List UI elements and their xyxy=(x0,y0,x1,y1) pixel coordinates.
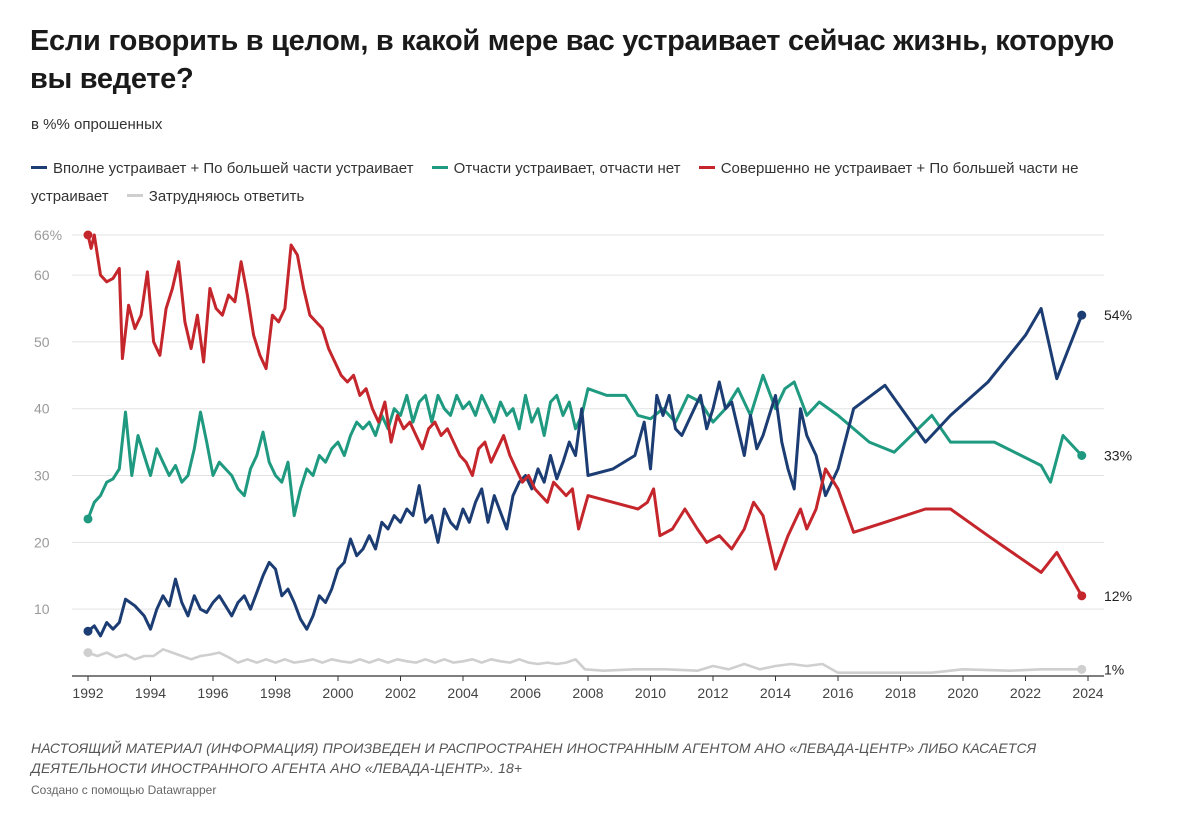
series-partly-start-point xyxy=(83,514,93,524)
chart-subtitle: в %% опрошенных xyxy=(31,116,163,133)
x-axis-ticks: 1992 1994 1996 1998 2000 2002 2004 2006 2008 2010… xyxy=(72,676,1104,701)
series-satisfied-start-point xyxy=(83,626,93,636)
x-tick-label: 2000 xyxy=(322,685,353,701)
series-satisfied-end-label: 54% xyxy=(1104,307,1132,323)
series-dontknow-line xyxy=(86,648,1083,674)
y-tick-label: 66% xyxy=(34,227,62,243)
legend-swatch-dissatisfied xyxy=(698,165,715,169)
x-tick-label: 1998 xyxy=(260,685,291,701)
y-tick-label: 50 xyxy=(34,334,50,350)
legend-swatch-satisfied xyxy=(31,165,47,169)
series-satisfied-end-point xyxy=(1077,310,1087,320)
series-dontknow-start-point xyxy=(83,648,93,658)
y-tick-label: 40 xyxy=(34,401,50,417)
legend-label-dontknow: Затрудняюсь ответить xyxy=(148,188,305,205)
series-dontknow-end-point xyxy=(1077,664,1087,674)
x-tick-label: 2012 xyxy=(697,685,728,701)
x-tick-label: 2002 xyxy=(385,685,416,701)
y-tick-label: 10 xyxy=(34,601,50,617)
legend-label-dissatisfied: Совершенно не устраивает + По большей ча… xyxy=(31,160,1079,205)
legend-label-satisfied: Вполне устраивает + По большей части уст… xyxy=(53,160,414,177)
x-tick-label: 2006 xyxy=(510,685,541,701)
series-partly-end-point xyxy=(1077,451,1087,460)
series-dissatisfied-end-label: 12% xyxy=(1104,588,1132,604)
series-dissatisfied-start-point xyxy=(83,230,93,240)
series-satisfied-line xyxy=(86,307,1084,638)
chart-title: Если говорить в целом, в какой мере вас … xyxy=(30,25,1115,95)
x-tick-label: 2024 xyxy=(1072,685,1103,701)
y-tick-label: 20 xyxy=(34,534,50,550)
x-tick-label: 2020 xyxy=(947,685,978,701)
legend-item-dissatisfied: Совершенно не устраивает + По большей ча… xyxy=(31,160,1078,205)
legend: Вполне устраивает + По большей части уст… xyxy=(31,155,1161,211)
x-tick-label: 2018 xyxy=(885,685,916,701)
y-tick-label: 30 xyxy=(34,468,50,484)
legend-swatch-dontknow xyxy=(126,193,143,197)
x-tick-label: 2010 xyxy=(635,685,666,701)
series-dissatisfied-end-point xyxy=(1077,591,1087,601)
legend-label-partly: Отчасти устраивает, отчасти нет xyxy=(453,160,681,177)
y-tick-label: 60 xyxy=(34,267,50,283)
x-tick-label: 2008 xyxy=(572,685,603,701)
x-tick-label: 1996 xyxy=(197,685,228,701)
series-lines xyxy=(83,230,1087,674)
end-labels: 1% 33% 54% 12% xyxy=(1104,307,1132,677)
y-axis-ticks: 66% 60 50 40 30 20 10 xyxy=(34,227,62,617)
legend-item-dontknow: Затрудняюсь ответить xyxy=(126,188,305,205)
x-tick-label: 2004 xyxy=(447,685,478,701)
legend-swatch-partly xyxy=(431,165,448,169)
legend-item-partly: Отчасти устраивает, отчасти нет xyxy=(431,160,681,177)
legend-item-satisfied: Вполне устраивает + По большей части уст… xyxy=(31,160,413,177)
datawrapper-credit: Создано с помощью Datawrapper xyxy=(31,783,217,797)
x-tick-label: 2022 xyxy=(1010,685,1041,701)
x-tick-label: 2014 xyxy=(760,685,791,701)
x-tick-label: 1994 xyxy=(135,685,166,701)
x-tick-label: 1992 xyxy=(72,685,103,701)
x-tick-label: 2016 xyxy=(822,685,853,701)
series-partly-end-label: 33% xyxy=(1104,448,1132,464)
series-dontknow-end-label: 1% xyxy=(1104,661,1124,677)
foreign-agent-notice: НАСТОЯЩИЙ МАТЕРИАЛ (ИНФОРМАЦИЯ) ПРОИЗВЕД… xyxy=(31,740,1037,776)
series-dissatisfied-line xyxy=(86,233,1084,598)
